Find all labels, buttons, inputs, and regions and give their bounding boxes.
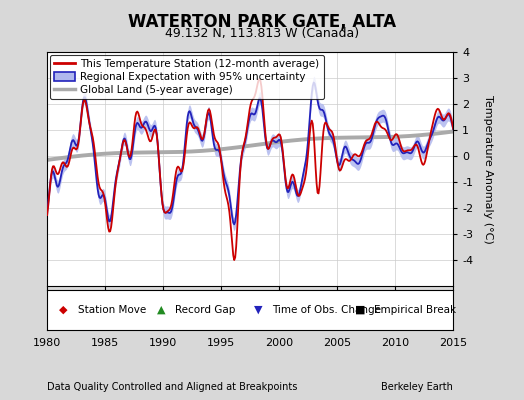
Y-axis label: Temperature Anomaly (°C): Temperature Anomaly (°C): [483, 95, 493, 243]
Text: 2015: 2015: [439, 338, 467, 348]
Text: ▲: ▲: [157, 305, 165, 315]
Text: ▼: ▼: [254, 305, 263, 315]
Text: Data Quality Controlled and Aligned at Breakpoints: Data Quality Controlled and Aligned at B…: [47, 382, 298, 392]
Text: Station Move: Station Move: [78, 305, 146, 315]
Text: 2005: 2005: [323, 338, 351, 348]
Text: 2010: 2010: [381, 338, 409, 348]
Text: 1985: 1985: [91, 338, 119, 348]
Text: 2000: 2000: [265, 338, 293, 348]
Text: Empirical Break: Empirical Break: [374, 305, 456, 315]
Text: WATERTON PARK GATE, ALTA: WATERTON PARK GATE, ALTA: [128, 13, 396, 31]
Legend: This Temperature Station (12-month average), Regional Expectation with 95% uncer: This Temperature Station (12-month avera…: [50, 55, 324, 99]
Text: 1995: 1995: [207, 338, 235, 348]
Text: ■: ■: [355, 305, 365, 315]
Text: Record Gap: Record Gap: [175, 305, 235, 315]
Text: 49.132 N, 113.813 W (Canada): 49.132 N, 113.813 W (Canada): [165, 28, 359, 40]
Text: Time of Obs. Change: Time of Obs. Change: [272, 305, 381, 315]
Text: ◆: ◆: [59, 305, 68, 315]
Text: 1990: 1990: [149, 338, 177, 348]
Text: 1980: 1980: [33, 338, 61, 348]
Text: Berkeley Earth: Berkeley Earth: [381, 382, 453, 392]
